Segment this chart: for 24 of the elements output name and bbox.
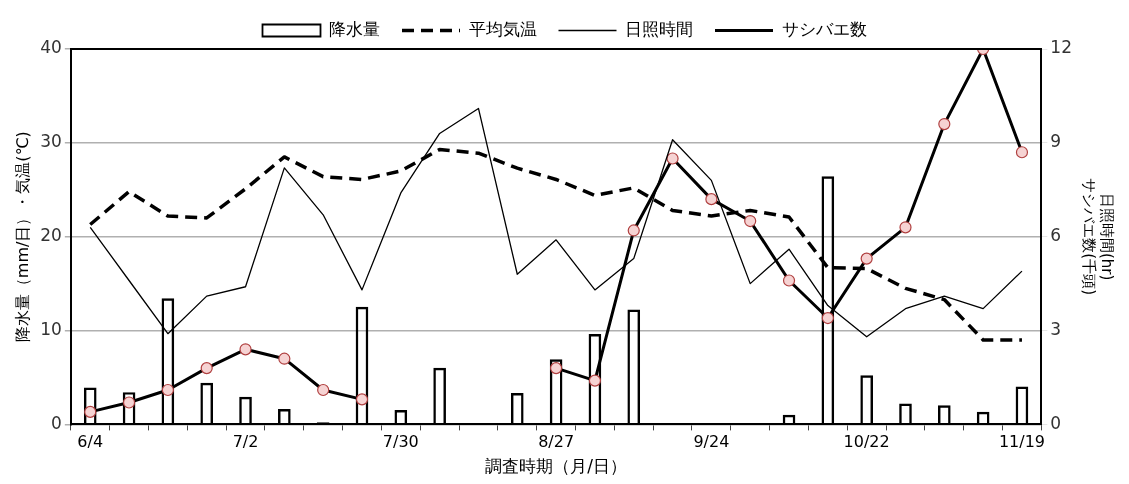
y2-tick-label: 0 xyxy=(1050,412,1062,433)
x-axis-title: 調査時期（月/日） xyxy=(485,456,627,477)
y-axis-title: 降水量（mm/日）・気温(℃) xyxy=(12,131,32,343)
y2-axis-title: 日照時間(hr) サシバエ数(千頭) xyxy=(1080,178,1117,296)
legend-label: 平均気温 xyxy=(468,18,537,39)
x-tick-label: 10/22 xyxy=(843,432,890,452)
y2-tick-label: 12 xyxy=(1050,37,1073,58)
x-tick-label: 6/4 xyxy=(77,432,104,452)
legend-label: 日照時間 xyxy=(625,18,693,39)
legend-label: サシバエ数 xyxy=(781,18,867,39)
y-tick-label: 0 xyxy=(51,412,62,433)
x-tick-label: 8/27 xyxy=(538,432,575,452)
x-tick-label: 7/30 xyxy=(382,432,419,452)
y2-tick-label: 6 xyxy=(1050,225,1062,246)
y2-tick-label: 3 xyxy=(1050,318,1062,339)
x-tick-label: 9/24 xyxy=(693,432,730,452)
y-tick-label: 40 xyxy=(40,37,62,58)
x-tick-label: 7/2 xyxy=(232,432,259,452)
y-tick-label: 30 xyxy=(40,131,62,152)
x-tick-label: 11/19 xyxy=(998,432,1046,452)
y-tick-label: 10 xyxy=(40,318,62,339)
legend-label: 降水量 xyxy=(329,18,380,39)
y2-tick-label: 9 xyxy=(1050,131,1062,152)
y-tick-label: 20 xyxy=(40,225,62,246)
